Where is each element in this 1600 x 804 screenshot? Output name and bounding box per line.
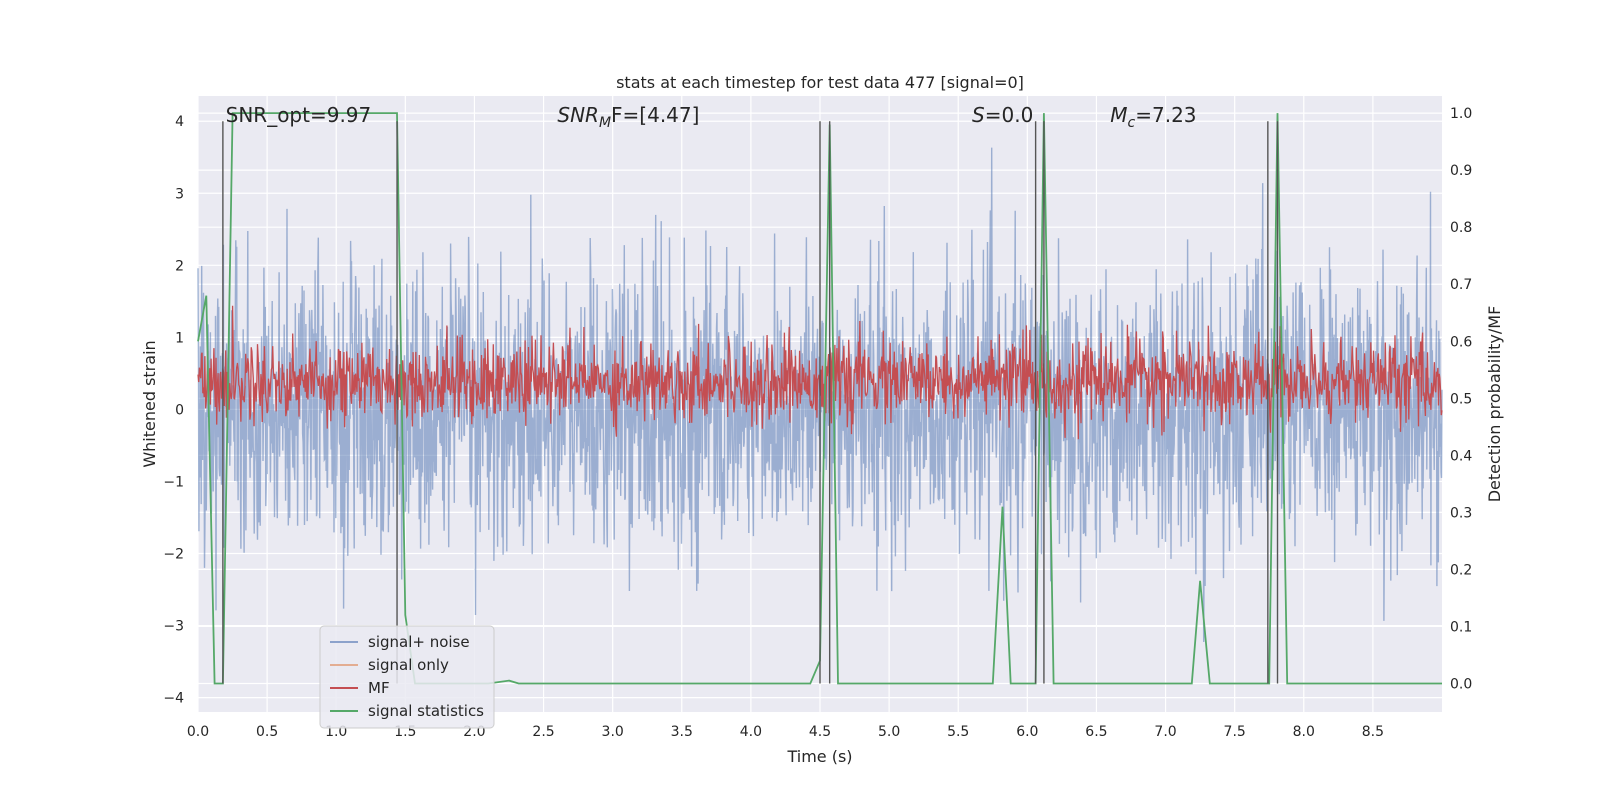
x-tick-label: 5.0 — [878, 724, 900, 740]
legend-label: MF — [368, 679, 390, 697]
x-tick-label: 5.5 — [947, 724, 969, 740]
annotation-base: SNR — [557, 103, 599, 127]
y-tick-label-left: 4 — [175, 114, 184, 130]
y-tick-label-left: 2 — [175, 258, 184, 274]
x-tick-label: 6.0 — [1016, 724, 1038, 740]
x-tick-label: 8.5 — [1362, 724, 1384, 740]
y-tick-label-right: 0.3 — [1450, 505, 1472, 521]
y-tick-label-right: 0.7 — [1450, 277, 1472, 293]
annotation-text: SNRMF=[4.47] — [557, 103, 699, 131]
annotation-text: SNR_opt=9.97 — [226, 103, 372, 127]
legend-box — [319, 625, 495, 729]
annotation-subscript: c — [1128, 115, 1136, 131]
y-tick-label-left: −2 — [163, 546, 184, 562]
y-tick-label-left: 0 — [175, 402, 184, 418]
x-tick-label: 7.5 — [1224, 724, 1246, 740]
annotation-text: S=0.0 — [972, 103, 1033, 127]
y-tick-label-right: 1.0 — [1450, 106, 1472, 122]
annotation-base: S — [972, 103, 985, 127]
legend-label: signal+ noise — [368, 633, 470, 651]
annotation-tail: =0.0 — [985, 103, 1034, 127]
y-tick-label-right: 0.1 — [1450, 619, 1472, 635]
legend-label: signal only — [368, 656, 449, 674]
x-tick-label: 0.0 — [187, 724, 209, 740]
legend: signal+ noise signal only MF signal statist… — [319, 625, 495, 729]
legend-label: signal statistics — [368, 702, 484, 720]
series-line — [197, 112, 1442, 685]
y-tick-label-left: −3 — [163, 619, 184, 635]
annotation-tail: F=[4.47] — [611, 103, 699, 127]
y-axis-label-left: Whitened strain — [140, 340, 159, 467]
y-tick-label-right: 0.9 — [1450, 163, 1472, 179]
x-tick-label: 4.0 — [740, 724, 762, 740]
y-tick-label-left: −4 — [163, 691, 184, 707]
y-tick-label-right: 0.2 — [1450, 562, 1472, 578]
x-tick-label: 8.0 — [1293, 724, 1315, 740]
x-tick-label: 7.0 — [1154, 724, 1176, 740]
x-axis-label: Time (s) — [786, 747, 852, 766]
x-tick-label: 6.5 — [1085, 724, 1107, 740]
y-tick-label-right: 0.5 — [1450, 391, 1472, 407]
x-tick-label: 3.5 — [671, 724, 693, 740]
x-tick-label: 0.5 — [256, 724, 278, 740]
y-tick-label-left: −1 — [163, 474, 184, 490]
y-tick-label-right: 0.0 — [1450, 676, 1472, 692]
x-tick-label: 4.5 — [809, 724, 831, 740]
annotation-tail: =7.23 — [1135, 103, 1196, 127]
annotation-subscript: M — [599, 115, 611, 131]
y-axis-label-right: Detection probability/MF — [1485, 306, 1504, 503]
vline-layer — [222, 121, 1279, 684]
y-tick-label-right: 0.4 — [1450, 448, 1472, 464]
annotation-layer: SNR_opt=9.97 SNRMF=[4.47] S=0.0 Mc=7.23 — [226, 103, 1197, 131]
axis-layer: 0.0 0.5 1.0 1.5 2.0 2.5 3.0 3.5 4.0 4.5 5.0 5.5 6.0 6… — [163, 106, 1472, 740]
y-tick-label-right: 0.8 — [1450, 220, 1472, 236]
y-tick-label-left: 1 — [175, 330, 184, 346]
annotation-text: Mc=7.23 — [1110, 103, 1196, 131]
chart-title: stats at each timestep for test data 477… — [616, 73, 1024, 92]
y-tick-label-right: 0.6 — [1450, 334, 1472, 350]
x-tick-label: 3.0 — [602, 724, 624, 740]
annotation-base: M — [1110, 103, 1127, 127]
x-tick-label: 2.5 — [532, 724, 554, 740]
y-tick-label-left: 3 — [175, 186, 184, 202]
